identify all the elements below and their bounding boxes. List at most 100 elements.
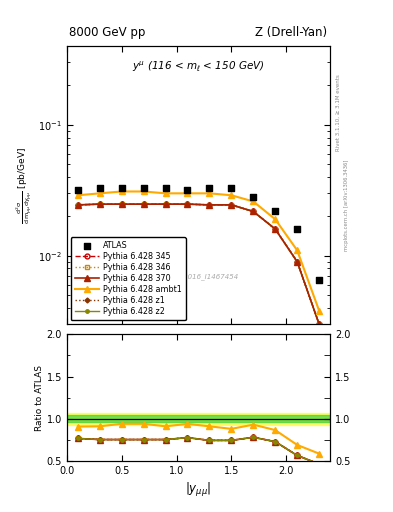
Pythia 6.428 z1 (229, 202, 234, 208)
Pythia 6.428 370 (207, 202, 212, 208)
Pythia 6.428 z2 (317, 321, 321, 327)
Pythia 6.428 345 (185, 201, 190, 207)
Pythia 6.428 345 (273, 226, 277, 232)
Pythia 6.428 345 (75, 202, 80, 208)
Pythia 6.428 z2 (97, 201, 102, 207)
Pythia 6.428 z1 (251, 208, 256, 215)
ATLAS (97, 184, 103, 192)
Pythia 6.428 346 (295, 259, 299, 265)
Pythia 6.428 345 (317, 321, 321, 327)
Bar (67, 413, 330, 424)
Pythia 6.428 346 (97, 201, 102, 207)
Pythia 6.428 346 (185, 201, 190, 207)
ATLAS (206, 184, 213, 192)
Pythia 6.428 ambt1 (185, 190, 190, 197)
ATLAS (184, 185, 191, 194)
Line: Pythia 6.428 ambt1: Pythia 6.428 ambt1 (75, 188, 322, 314)
Pythia 6.428 z1 (97, 201, 102, 207)
ATLAS (119, 184, 125, 192)
Pythia 6.428 345 (229, 202, 234, 208)
Text: $y^{\mu}$ (116 < $m_{\ell}$ < 150 GeV): $y^{\mu}$ (116 < $m_{\ell}$ < 150 GeV) (132, 60, 265, 74)
Pythia 6.428 z1 (185, 201, 190, 207)
Pythia 6.428 346 (163, 201, 168, 207)
Pythia 6.428 370 (97, 201, 102, 207)
Pythia 6.428 ambt1 (229, 192, 234, 198)
Pythia 6.428 z2 (163, 201, 168, 207)
Line: Pythia 6.428 z1: Pythia 6.428 z1 (76, 202, 321, 326)
Pythia 6.428 z2 (229, 202, 234, 208)
Pythia 6.428 z1 (207, 202, 212, 208)
Pythia 6.428 345 (119, 201, 124, 207)
Legend: ATLAS, Pythia 6.428 345, Pythia 6.428 346, Pythia 6.428 370, Pythia 6.428 ambt1,: ATLAS, Pythia 6.428 345, Pythia 6.428 34… (71, 237, 186, 320)
ATLAS (75, 185, 81, 194)
ATLAS (294, 225, 300, 233)
Pythia 6.428 z1 (119, 201, 124, 207)
Bar (67, 415, 330, 422)
Pythia 6.428 370 (251, 208, 256, 215)
Y-axis label: Ratio to ATLAS: Ratio to ATLAS (35, 365, 44, 431)
Pythia 6.428 345 (141, 201, 146, 207)
ATLAS (162, 184, 169, 192)
Pythia 6.428 z2 (295, 259, 299, 265)
ATLAS (316, 276, 322, 284)
Line: Pythia 6.428 370: Pythia 6.428 370 (75, 201, 322, 327)
Pythia 6.428 ambt1 (75, 192, 80, 198)
ATLAS (140, 184, 147, 192)
Pythia 6.428 346 (119, 201, 124, 207)
X-axis label: $|y_{\mu\mu}|$: $|y_{\mu\mu}|$ (185, 481, 211, 499)
Pythia 6.428 z2 (207, 202, 212, 208)
Pythia 6.428 346 (207, 202, 212, 208)
Pythia 6.428 z1 (163, 201, 168, 207)
Pythia 6.428 ambt1 (251, 199, 256, 205)
Pythia 6.428 z2 (141, 201, 146, 207)
Pythia 6.428 370 (273, 226, 277, 232)
Line: Pythia 6.428 345: Pythia 6.428 345 (75, 202, 321, 327)
Pythia 6.428 370 (229, 202, 234, 208)
Pythia 6.428 ambt1 (163, 190, 168, 197)
Pythia 6.428 z2 (251, 208, 256, 215)
Pythia 6.428 370 (163, 201, 168, 207)
Line: Pythia 6.428 z2: Pythia 6.428 z2 (76, 202, 321, 326)
Pythia 6.428 370 (75, 202, 80, 208)
Pythia 6.428 ambt1 (141, 188, 146, 195)
Pythia 6.428 ambt1 (97, 190, 102, 197)
Pythia 6.428 z1 (141, 201, 146, 207)
Pythia 6.428 z2 (273, 226, 277, 232)
Pythia 6.428 346 (141, 201, 146, 207)
Pythia 6.428 345 (207, 202, 212, 208)
Pythia 6.428 z1 (75, 202, 80, 208)
Pythia 6.428 z2 (75, 202, 80, 208)
Pythia 6.428 346 (317, 321, 321, 327)
Pythia 6.428 z2 (119, 201, 124, 207)
Pythia 6.428 z2 (185, 201, 190, 207)
Pythia 6.428 345 (295, 259, 299, 265)
Text: ATLAS_2016_I1467454: ATLAS_2016_I1467454 (158, 273, 239, 281)
Pythia 6.428 346 (229, 202, 234, 208)
Y-axis label: $\mathregular{\frac{d^2\sigma}{d\,m_{\mu\mu}\,dy_{\mu\mu}}}$ [pb/GeV]: $\mathregular{\frac{d^2\sigma}{d\,m_{\mu… (14, 146, 34, 224)
Pythia 6.428 346 (251, 208, 256, 215)
Pythia 6.428 ambt1 (295, 247, 299, 253)
Pythia 6.428 370 (141, 201, 146, 207)
Pythia 6.428 345 (251, 208, 256, 215)
Pythia 6.428 370 (185, 201, 190, 207)
Pythia 6.428 370 (119, 201, 124, 207)
ATLAS (250, 193, 257, 201)
Pythia 6.428 370 (295, 259, 299, 265)
Pythia 6.428 370 (317, 321, 321, 327)
Pythia 6.428 ambt1 (119, 188, 124, 195)
Text: mcplots.cern.ch [arXiv:1306.3436]: mcplots.cern.ch [arXiv:1306.3436] (344, 159, 349, 250)
Pythia 6.428 345 (97, 201, 102, 207)
Pythia 6.428 346 (273, 226, 277, 232)
ATLAS (272, 207, 278, 215)
Pythia 6.428 ambt1 (317, 308, 321, 314)
Text: Rivet 3.1.10, ≥ 3.1M events: Rivet 3.1.10, ≥ 3.1M events (336, 74, 341, 151)
Pythia 6.428 ambt1 (273, 216, 277, 222)
Text: 8000 GeV pp: 8000 GeV pp (70, 26, 146, 39)
Line: Pythia 6.428 346: Pythia 6.428 346 (75, 202, 321, 327)
Pythia 6.428 ambt1 (207, 190, 212, 197)
Pythia 6.428 346 (75, 202, 80, 208)
Pythia 6.428 z1 (273, 226, 277, 232)
Pythia 6.428 z1 (317, 321, 321, 327)
Text: Z (Drell-Yan): Z (Drell-Yan) (255, 26, 327, 39)
Pythia 6.428 345 (163, 201, 168, 207)
